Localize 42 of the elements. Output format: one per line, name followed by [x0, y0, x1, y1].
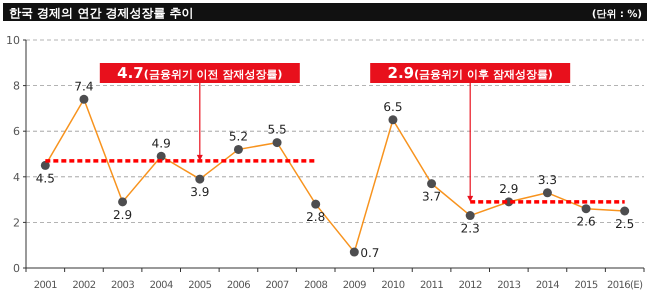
data-label: 2.3 [460, 222, 480, 236]
x-tick-label: 2011 [420, 280, 444, 291]
data-label: 2.9 [113, 208, 132, 222]
data-label: 4.5 [36, 171, 55, 186]
data-label: 3.3 [538, 172, 557, 187]
x-tick-label: 2008 [304, 280, 328, 291]
chart-subtitle: (단위 : %) [592, 9, 642, 20]
y-tick-label: 0 [13, 262, 20, 275]
x-tick-label: 2009 [342, 280, 366, 291]
data-label: 2.9 [499, 182, 518, 196]
data-label: 2.8 [306, 210, 326, 224]
data-label: 0.7 [360, 246, 380, 260]
data-label: 2.5 [615, 217, 634, 231]
data-label: 4.9 [152, 136, 171, 150]
data-label: 3.9 [190, 185, 210, 200]
data-label: 7.4 [74, 79, 94, 94]
x-tick-label: 2013 [497, 280, 521, 291]
chart-title: 한국 경제의 연간 경제성장률 추이 [9, 6, 194, 20]
data-label: 3.7 [422, 190, 442, 204]
y-tick-label: 2 [13, 216, 20, 230]
x-tick-label: 2006 [226, 280, 250, 291]
y-tick-label: 8 [13, 80, 20, 93]
x-tick-label: 2003 [111, 280, 134, 291]
data-label: 2.6 [576, 214, 596, 229]
x-tick-label: 2015 [574, 280, 598, 291]
data-label: 5.5 [268, 122, 287, 137]
x-tick-label: 2002 [72, 280, 96, 291]
annotation: 4.7(금융위기 이전 잠재성장률) [117, 64, 282, 82]
x-tick-label: 2005 [188, 280, 212, 291]
x-tick-label: 2001 [34, 280, 58, 291]
y-tick-label: 10 [6, 34, 20, 47]
y-tick-label: 6 [13, 125, 20, 138]
x-tick-label: 2007 [266, 280, 289, 291]
x-tick-label: 2014 [536, 280, 560, 291]
y-tick-label: 4 [13, 170, 20, 184]
data-label: 5.2 [228, 129, 248, 144]
x-tick-label: 2012 [458, 280, 482, 291]
x-tick-label: 2004 [150, 280, 173, 291]
x-tick-label: 2016(E) [607, 280, 644, 291]
x-tick-label: 2010 [381, 280, 405, 291]
annotation: 2.9(금융위기 이후 잠재성장률) [388, 64, 553, 82]
data-label: 6.5 [383, 100, 402, 114]
